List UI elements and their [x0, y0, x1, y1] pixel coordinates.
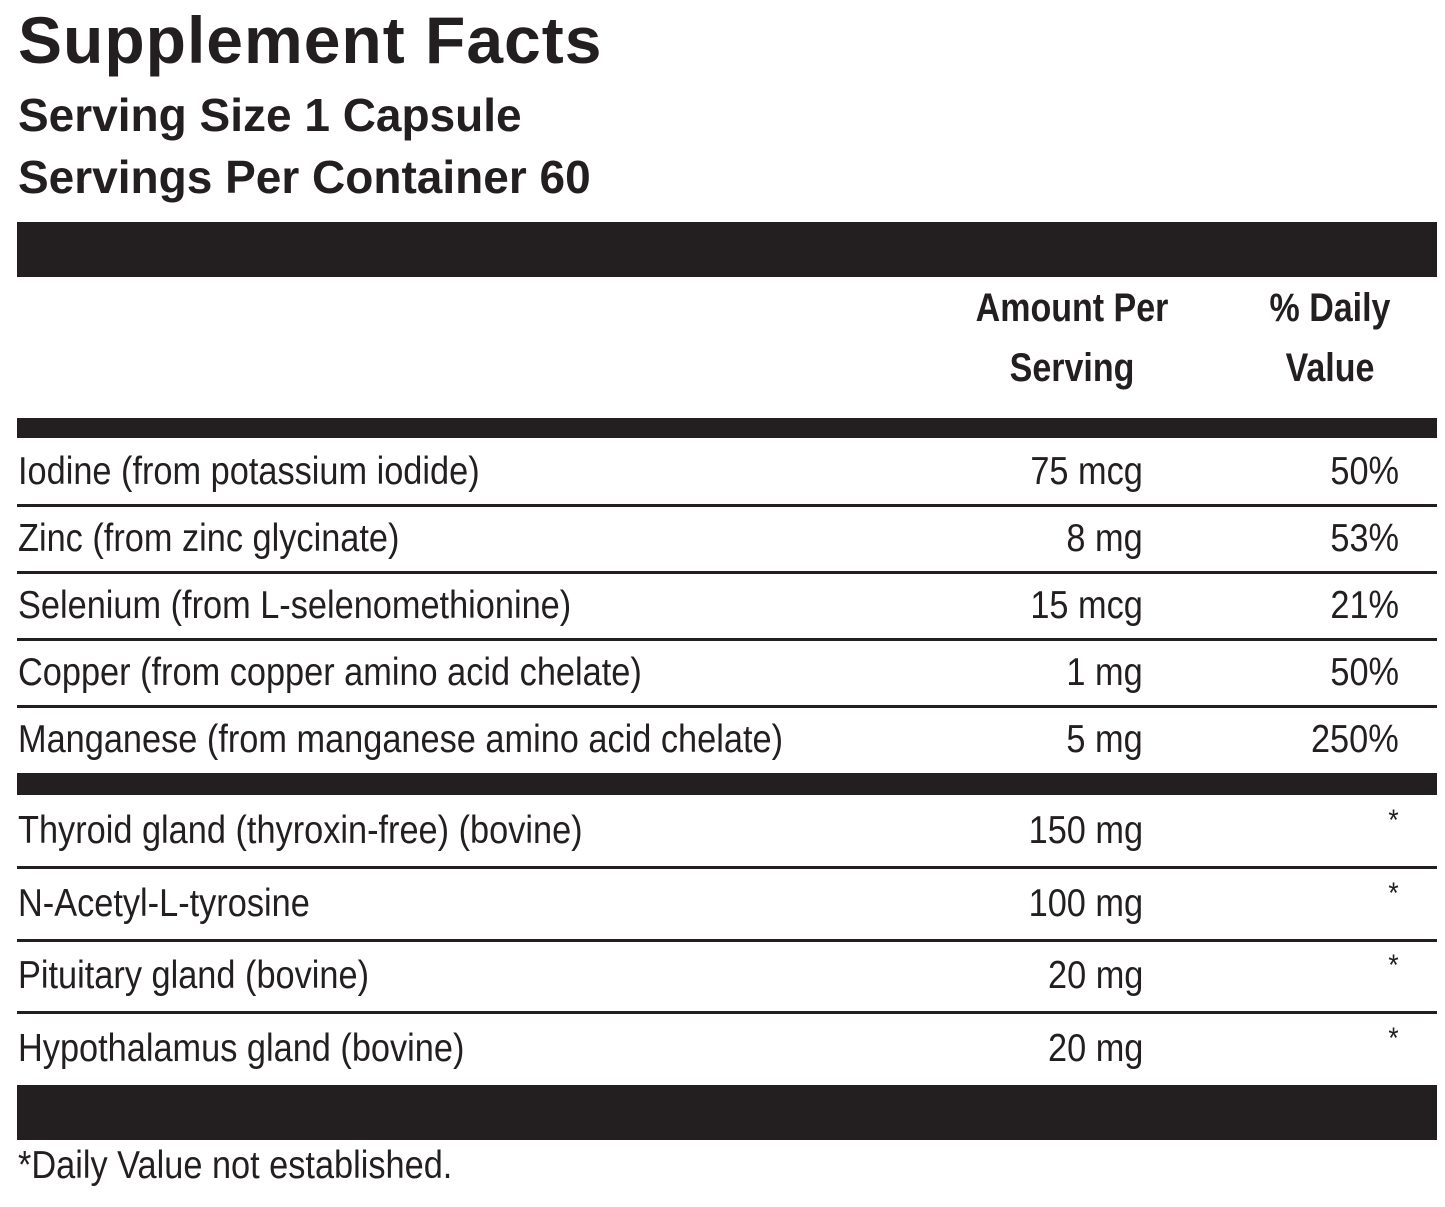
- footnote: *Daily Value not established.: [18, 1144, 453, 1187]
- daily-value: *: [1388, 804, 1399, 837]
- amount: 20 mg: [1047, 954, 1143, 997]
- amount: 20 mg: [1047, 1026, 1143, 1070]
- divider-bar: [17, 1085, 1437, 1140]
- row-rule: [17, 570, 1437, 574]
- column-header: % Daily Value: [1269, 286, 1391, 390]
- daily-value: *: [1388, 876, 1399, 910]
- divider-bar: [17, 222, 1437, 277]
- amount: 100 mg: [1028, 881, 1143, 925]
- servings-per-container: Servings Per Container 60: [18, 151, 591, 203]
- daily-value: *: [1388, 1021, 1399, 1055]
- amount: 5 mg: [1066, 718, 1143, 761]
- amount: 150 mg: [1028, 809, 1143, 852]
- row-rule: [17, 938, 1437, 942]
- ingredient-name: Pituitary gland (bovine): [18, 954, 370, 997]
- divider-bar: [17, 773, 1437, 795]
- row-rule: [17, 704, 1437, 708]
- daily-value: 50%: [1330, 651, 1399, 694]
- amount: 1 mg: [1066, 651, 1143, 694]
- row-rule: [17, 866, 1437, 869]
- daily-value: 21%: [1330, 584, 1399, 627]
- daily-value: 250%: [1311, 718, 1399, 761]
- divider-bar: [17, 418, 1437, 438]
- amount: 15 mcg: [1030, 584, 1143, 627]
- daily-value: 50%: [1330, 450, 1399, 493]
- daily-value: *: [1388, 949, 1399, 982]
- daily-value: 53%: [1330, 517, 1399, 560]
- ingredient-name: Zinc (from zinc glycinate): [18, 517, 400, 560]
- ingredient-name: Copper (from copper amino acid chelate): [18, 651, 642, 694]
- column-header: Amount Per Serving: [975, 286, 1169, 390]
- ingredient-name: Manganese (from manganese amino acid che…: [18, 718, 783, 761]
- amount: 8 mg: [1066, 517, 1143, 560]
- title: Supplement Facts: [18, 3, 603, 77]
- amount: 75 mcg: [1030, 450, 1143, 493]
- row-rule: [17, 1011, 1437, 1014]
- ingredient-name: Hypothalamus gland (bovine): [18, 1026, 465, 1070]
- row-rule: [17, 637, 1437, 641]
- ingredient-name: N-Acetyl-L-tyrosine: [18, 881, 310, 925]
- ingredient-name: Thyroid gland (thyroxin-free) (bovine): [18, 809, 583, 852]
- row-rule: [17, 503, 1437, 507]
- ingredient-name: Iodine (from potassium iodide): [18, 450, 480, 493]
- serving-size: Serving Size 1 Capsule: [18, 89, 522, 141]
- ingredient-name: Selenium (from L-selenomethionine): [18, 584, 572, 627]
